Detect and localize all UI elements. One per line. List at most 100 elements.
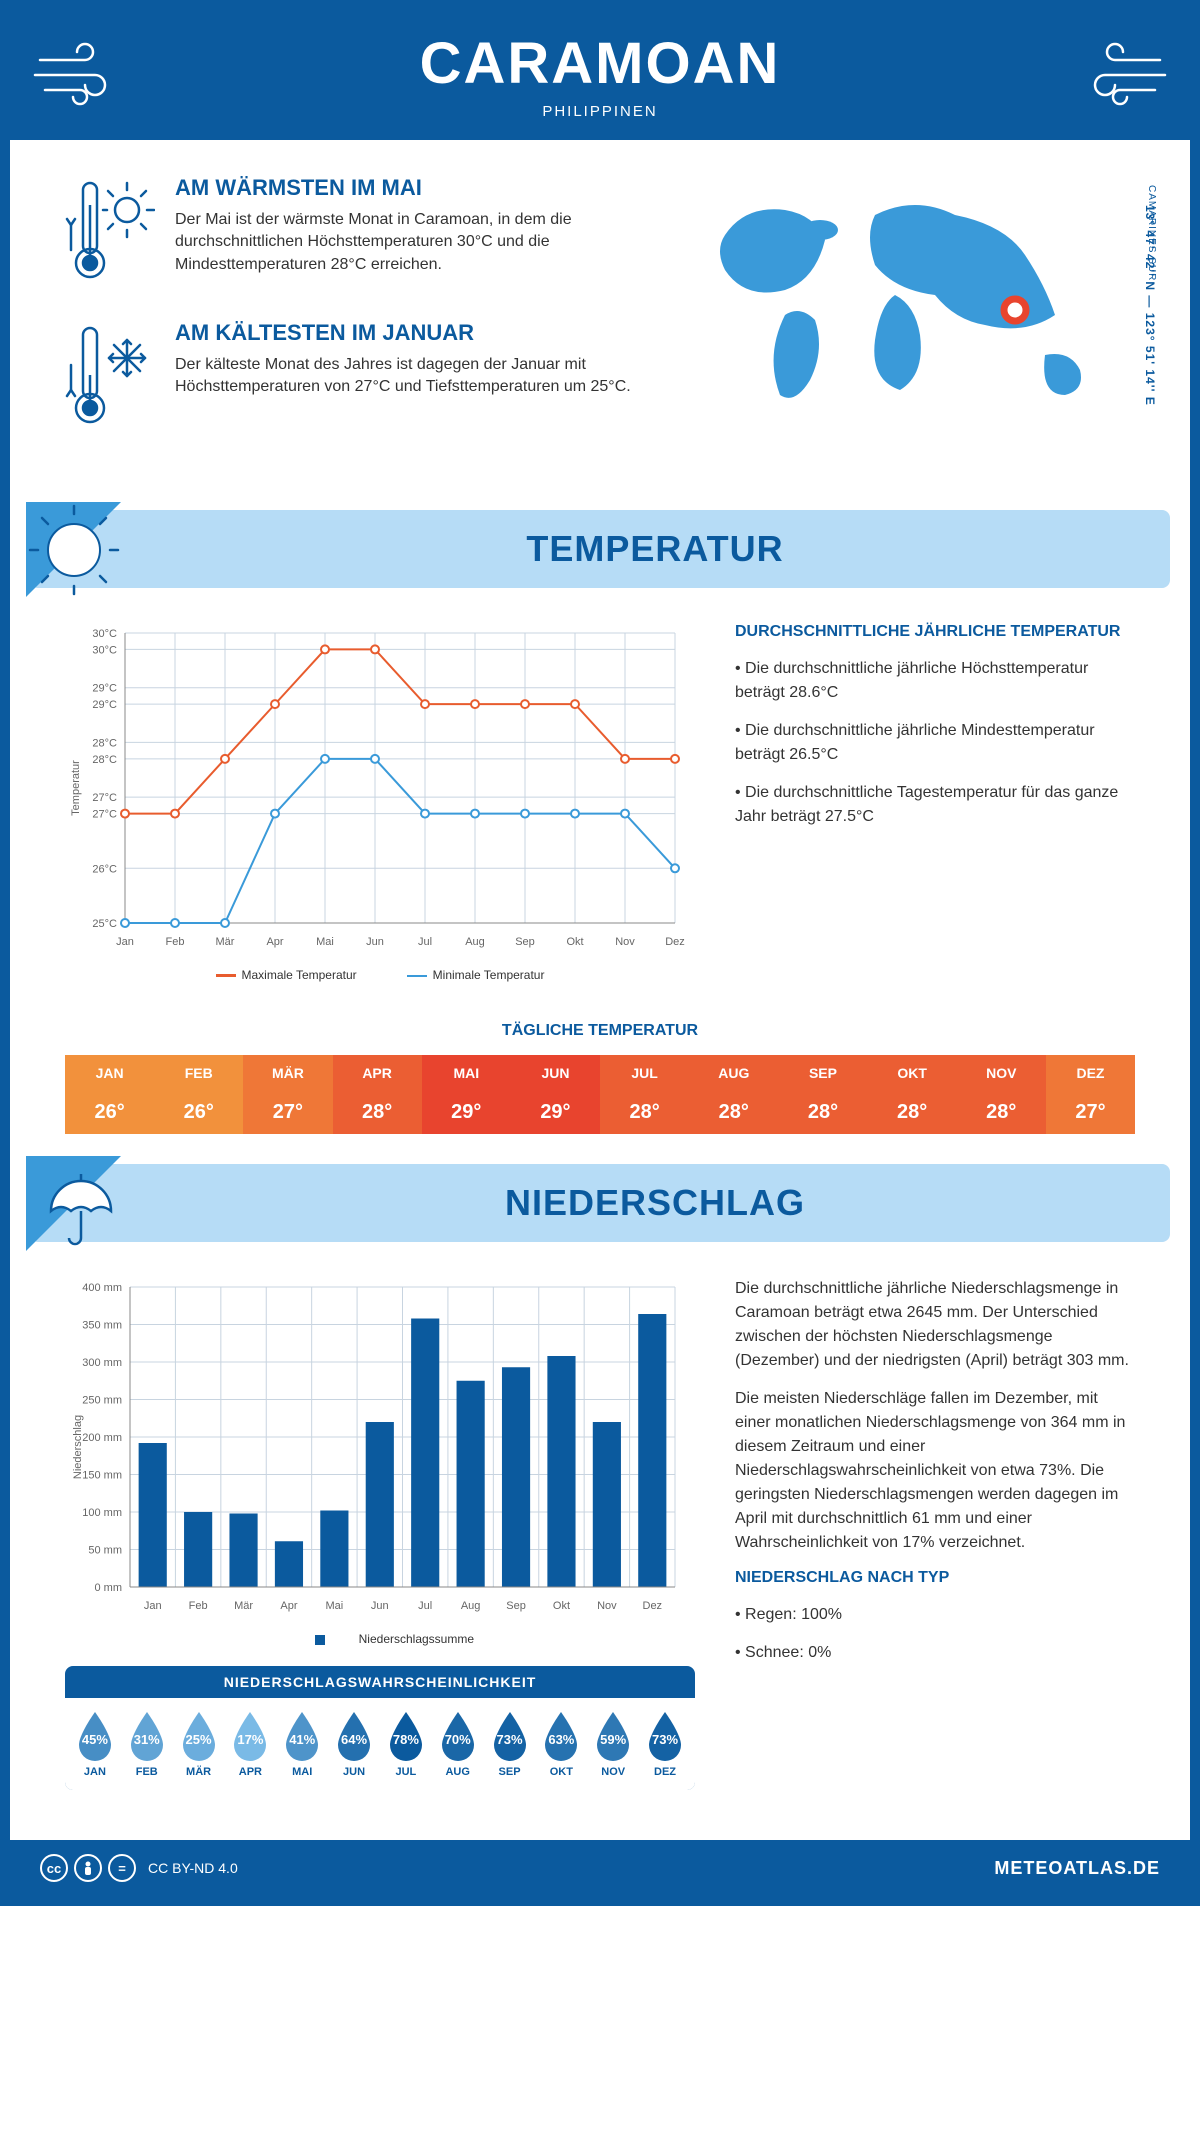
legend-precip: Niederschlagssumme (286, 1632, 474, 1646)
temp-b2: Die durchschnittliche jährliche Mindestt… (735, 719, 1135, 767)
daily-head-cell: OKT (868, 1055, 957, 1091)
fact-warmest: AM WÄRMSTEN IM MAI Der Mai ist der wärms… (65, 175, 665, 290)
daily-val-row: 26°26°27°28°29°29°28°28°28°28°28°27° (65, 1091, 1135, 1134)
svg-text:Mär: Mär (216, 936, 235, 948)
by-icon (74, 1854, 102, 1882)
daily-table: JANFEBMÄRAPRMAIJUNJULAUGSEPOKTNOVDEZ 26°… (65, 1055, 1135, 1134)
daily-val-cell: 28° (957, 1091, 1046, 1134)
svg-text:Dez: Dez (665, 936, 685, 948)
svg-text:Nov: Nov (597, 1600, 617, 1612)
svg-text:Temperatur: Temperatur (70, 760, 82, 816)
svg-text:100 mm: 100 mm (82, 1507, 122, 1519)
daily-head-cell: SEP (778, 1055, 867, 1091)
daily-head-cell: APR (333, 1055, 422, 1091)
svg-text:Aug: Aug (465, 936, 485, 948)
svg-text:28°C: 28°C (92, 754, 117, 766)
daily-val-cell: 28° (333, 1091, 422, 1134)
thermometer-snow-icon (65, 320, 155, 435)
nd-icon: = (108, 1854, 136, 1882)
world-map-icon (695, 175, 1135, 435)
site-name: METEOATLAS.DE (994, 1858, 1160, 1879)
fact-warm-text: AM WÄRMSTEN IM MAI Der Mai ist der wärms… (175, 175, 665, 290)
svg-text:26°C: 26°C (92, 863, 117, 875)
svg-text:Jun: Jun (366, 936, 384, 948)
prob-month-label: SEP (484, 1766, 536, 1778)
page-title: CARAMOAN (150, 30, 1050, 97)
daily-head-cell: AUG (689, 1055, 778, 1091)
svg-text:25°C: 25°C (92, 918, 117, 930)
prob-row: 45% JAN 31% FEB 25% MÄR 17% APR 41% MAI (65, 1698, 695, 1790)
svg-text:Sep: Sep (506, 1600, 526, 1612)
daily-head-cell: JAN (65, 1055, 154, 1091)
precip-rain: Regen: 100% (735, 1603, 1135, 1627)
svg-text:250 mm: 250 mm (82, 1395, 122, 1407)
precip-content: 0 mm50 mm100 mm150 mm200 mm250 mm300 mm3… (10, 1242, 1190, 1810)
svg-text:Apr: Apr (280, 1600, 297, 1612)
raindrop-icon: 59% (592, 1710, 634, 1762)
prob-month-label: MÄR (173, 1766, 225, 1778)
precip-chart-area: 0 mm50 mm100 mm150 mm200 mm250 mm300 mm3… (65, 1277, 695, 1790)
cc-icon: cc (40, 1854, 68, 1882)
daily-val-cell: 29° (422, 1091, 511, 1134)
svg-text:Jul: Jul (418, 936, 432, 948)
svg-text:300 mm: 300 mm (82, 1357, 122, 1369)
svg-text:Jan: Jan (116, 936, 134, 948)
daily-val-cell: 27° (1046, 1091, 1135, 1134)
prob-month-label: DEZ (639, 1766, 691, 1778)
svg-text:Jan: Jan (144, 1600, 162, 1612)
prob-month-label: OKT (535, 1766, 587, 1778)
svg-text:27°C: 27°C (92, 809, 117, 821)
prob-cell: 73% SEP (484, 1710, 536, 1778)
prob-month-label: JUN (328, 1766, 380, 1778)
svg-text:0 mm: 0 mm (95, 1582, 123, 1594)
daily-head-row: JANFEBMÄRAPRMAIJUNJULAUGSEPOKTNOVDEZ (65, 1055, 1135, 1091)
precip-p2: Die meisten Niederschläge fallen im Deze… (735, 1387, 1135, 1555)
daily-val-cell: 28° (868, 1091, 957, 1134)
daily-head-cell: DEZ (1046, 1055, 1135, 1091)
daily-val-cell: 26° (154, 1091, 243, 1134)
precip-legend: Niederschlagssumme (65, 1632, 695, 1646)
svg-text:Aug: Aug (461, 1600, 481, 1612)
svg-text:200 mm: 200 mm (82, 1432, 122, 1444)
temp-info-heading: DURCHSCHNITTLICHE JÄHRLICHE TEMPERATUR (735, 623, 1135, 641)
coords-label: 13° 47' 42'' N — 123° 51' 14'' E (1143, 205, 1157, 406)
wind-icon-right (1050, 40, 1190, 110)
svg-text:Okt: Okt (553, 1600, 570, 1612)
prob-month-label: APR (224, 1766, 276, 1778)
prob-cell: 59% NOV (587, 1710, 639, 1778)
daily-head-cell: JUL (600, 1055, 689, 1091)
daily-val-cell: 26° (65, 1091, 154, 1134)
daily-val-cell: 28° (778, 1091, 867, 1134)
svg-text:Niederschlag: Niederschlag (72, 1415, 84, 1479)
daily-head-cell: MAI (422, 1055, 511, 1091)
daily-head-cell: FEB (154, 1055, 243, 1091)
thermometer-sun-icon (65, 175, 155, 290)
prob-cell: 25% MÄR (173, 1710, 225, 1778)
svg-text:350 mm: 350 mm (82, 1320, 122, 1332)
svg-text:Feb: Feb (166, 936, 185, 948)
fact-cold-body: Der kälteste Monat des Jahres ist dagege… (175, 354, 665, 399)
prob-month-label: MAI (276, 1766, 328, 1778)
intro-facts: AM WÄRMSTEN IM MAI Der Mai ist der wärms… (65, 175, 665, 465)
svg-text:Feb: Feb (189, 1600, 208, 1612)
raindrop-icon: 41% (281, 1710, 323, 1762)
fact-cold-text: AM KÄLTESTEN IM JANUAR Der kälteste Mona… (175, 320, 665, 435)
raindrop-icon: 63% (540, 1710, 582, 1762)
page: CARAMOAN PHILIPPINEN (0, 0, 1200, 1906)
sun-icon (26, 502, 136, 612)
svg-text:29°C: 29°C (92, 699, 117, 711)
daily-val-cell: 28° (600, 1091, 689, 1134)
svg-text:50 mm: 50 mm (88, 1545, 122, 1557)
precip-p1: Die durchschnittliche jährliche Niedersc… (735, 1277, 1135, 1373)
prob-cell: 45% JAN (69, 1710, 121, 1778)
raindrop-icon: 31% (126, 1710, 168, 1762)
location-marker-icon (1004, 299, 1026, 321)
prob-cell: 63% OKT (535, 1710, 587, 1778)
precip-snow: Schnee: 0% (735, 1641, 1135, 1665)
precip-type-heading: NIEDERSCHLAG NACH TYP (735, 1569, 1135, 1587)
header: CARAMOAN PHILIPPINEN (10, 10, 1190, 140)
intro-section: AM WÄRMSTEN IM MAI Der Mai ist der wärms… (10, 140, 1190, 490)
page-subtitle: PHILIPPINEN (150, 103, 1050, 120)
svg-text:Jul: Jul (418, 1600, 432, 1612)
temp-banner: TEMPERATUR (30, 510, 1170, 588)
